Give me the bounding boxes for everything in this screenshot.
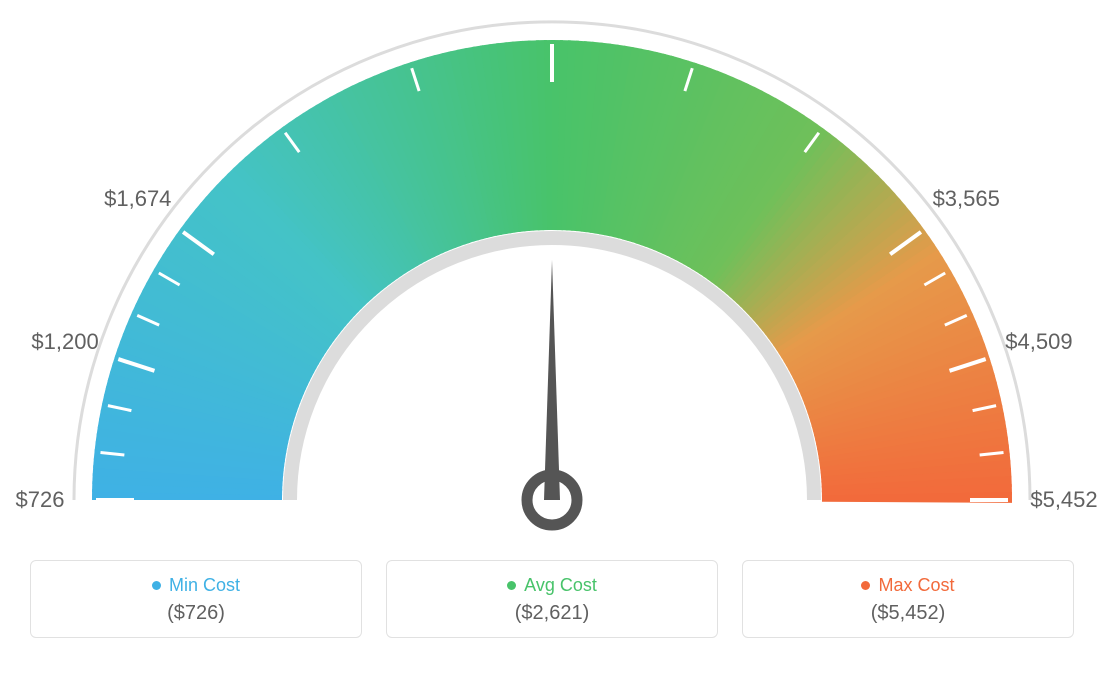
tick-label: $726 bbox=[16, 487, 65, 512]
needle bbox=[544, 260, 560, 500]
tick-label: $1,674 bbox=[104, 186, 171, 211]
legend-value-min: ($726) bbox=[31, 602, 361, 625]
tick-label: $4,509 bbox=[1005, 329, 1072, 354]
tick-label: $3,565 bbox=[933, 186, 1000, 211]
dot-icon-min bbox=[152, 581, 161, 590]
legend-value-max: ($5,452) bbox=[743, 602, 1073, 625]
legend-title-max: Max Cost bbox=[743, 575, 1073, 596]
legend-title-text-min: Min Cost bbox=[169, 575, 240, 596]
legend-title-text-avg: Avg Cost bbox=[524, 575, 597, 596]
cost-gauge-chart: $726$1,200$1,674$2,621$3,565$4,509$5,452… bbox=[0, 0, 1104, 690]
legend-title-min: Min Cost bbox=[31, 575, 361, 596]
gauge-area: $726$1,200$1,674$2,621$3,565$4,509$5,452 bbox=[0, 0, 1104, 560]
legend-row: Min Cost ($726) Avg Cost ($2,621) Max Co… bbox=[0, 560, 1104, 638]
tick-label: $1,200 bbox=[31, 329, 98, 354]
dot-icon-max bbox=[861, 581, 870, 590]
legend-card-avg: Avg Cost ($2,621) bbox=[386, 560, 718, 638]
legend-value-avg: ($2,621) bbox=[387, 602, 717, 625]
legend-title-avg: Avg Cost bbox=[387, 575, 717, 596]
legend-card-max: Max Cost ($5,452) bbox=[742, 560, 1074, 638]
legend-card-min: Min Cost ($726) bbox=[30, 560, 362, 638]
tick-label: $5,452 bbox=[1030, 487, 1097, 512]
dot-icon-avg bbox=[507, 581, 516, 590]
legend-title-text-max: Max Cost bbox=[878, 575, 954, 596]
gauge-svg: $726$1,200$1,674$2,621$3,565$4,509$5,452 bbox=[0, 0, 1104, 560]
